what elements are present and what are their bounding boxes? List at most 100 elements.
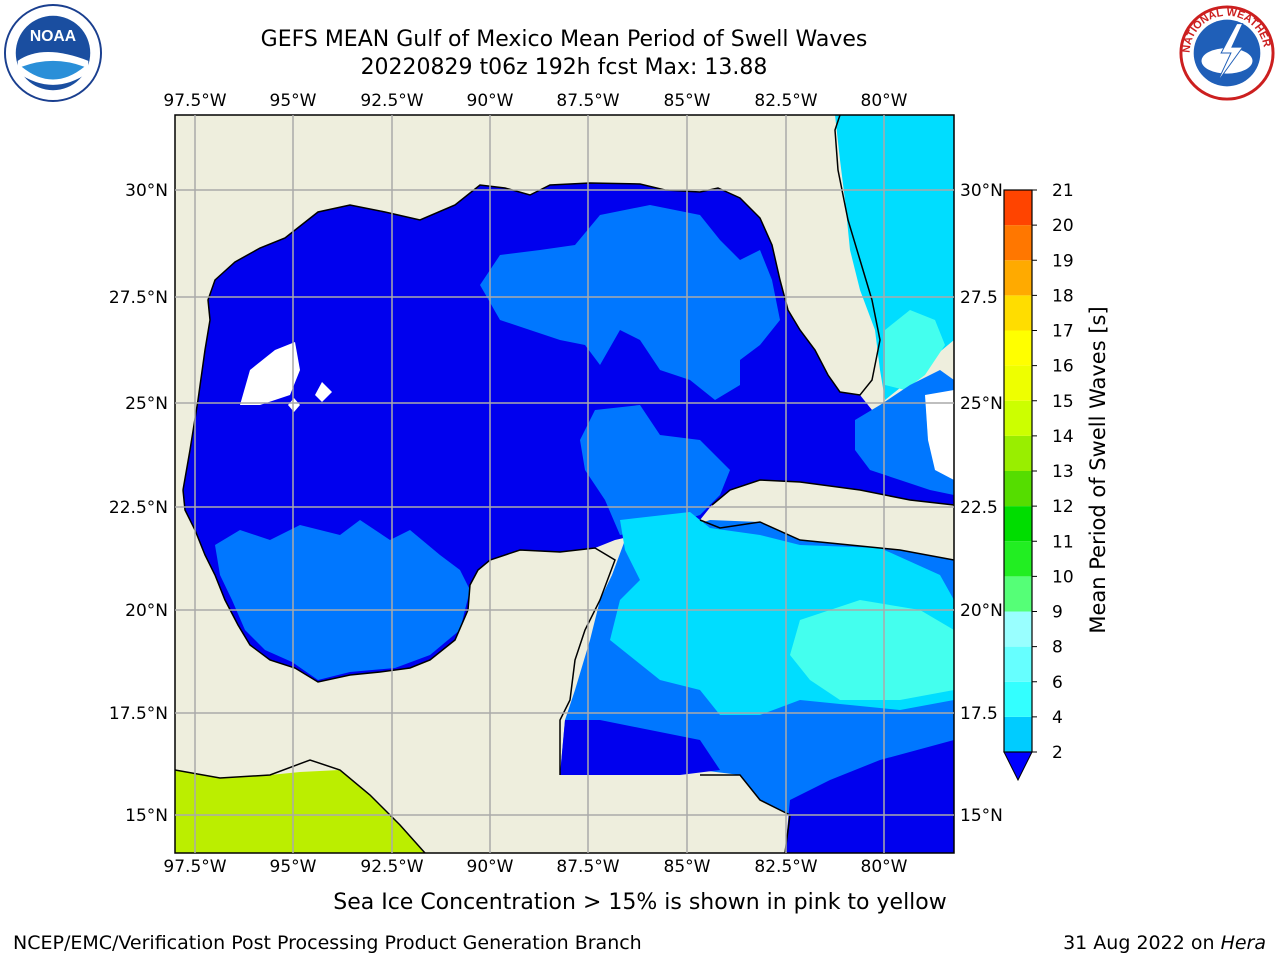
lat-label-left: 17.5°N xyxy=(109,704,168,724)
lat-label-left: 22.5°N xyxy=(109,498,168,518)
lon-label-bottom: 95°W xyxy=(270,857,317,877)
colorbar-segment xyxy=(1004,295,1032,331)
coastline xyxy=(175,759,791,853)
chart-subtitle: 20220829 t06z 192h fcst Max: 13.88 xyxy=(360,55,768,80)
gulf-medium-blue-region xyxy=(480,205,780,400)
no-data-region xyxy=(925,390,954,480)
no-data-region xyxy=(240,342,300,405)
colorbar: 2 4 6 8 9 10 11 12 13 14 15 16 17 18 19 20 21 xyxy=(1003,181,1074,782)
lat-label-left: 30°N xyxy=(125,181,168,201)
colorbar-tick-label: 2 xyxy=(1052,743,1063,763)
lat-label-right: 27.5 xyxy=(960,288,998,308)
colorbar-label: Mean Period of Swell Waves [s] xyxy=(1086,306,1110,633)
colorbar-segment xyxy=(1004,260,1032,296)
footer-host: Hera xyxy=(1220,932,1266,954)
caribbean-deep-blue-region xyxy=(560,720,720,775)
colorbar-tick-label: 11 xyxy=(1052,532,1074,552)
lon-label-top: 97.5°W xyxy=(163,91,226,111)
lat-label-left: 15°N xyxy=(125,806,168,826)
colorbar-tick-label: 16 xyxy=(1052,357,1074,377)
lon-label-bottom: 87.5°W xyxy=(556,857,619,877)
coastline xyxy=(182,489,616,775)
colorbar-extend-arrow xyxy=(1003,751,1033,782)
sea-ice-note: Sea Ice Concentration > 15% is shown in … xyxy=(333,890,947,915)
colorbar-segment xyxy=(1004,330,1032,366)
lat-label-left: 25°N xyxy=(125,394,168,414)
no-data-region xyxy=(288,398,300,412)
colorbar-segment xyxy=(1004,365,1032,401)
colorbar-tick-label: 9 xyxy=(1052,603,1063,623)
lon-label-top: 90°W xyxy=(467,91,514,111)
colorbar-tick-label: 10 xyxy=(1052,567,1074,587)
colorbar-segment xyxy=(1004,681,1032,717)
noaa-logo: NOAA xyxy=(4,4,102,102)
lon-label-top: 87.5°W xyxy=(556,91,619,111)
colorbar-tick-label: 4 xyxy=(1052,708,1063,728)
colorbar-segment xyxy=(1004,646,1032,682)
latitude-labels-right: 30°N 27.5 25°N 22.5 20°N 17.5 15°N xyxy=(960,181,1003,826)
lat-label-right: 17.5 xyxy=(960,704,998,724)
colorbar-tick-label: 15 xyxy=(1052,392,1074,412)
lon-label-bottom: 80°W xyxy=(861,857,908,877)
map-plot-area xyxy=(175,115,954,853)
lat-label-right: 30°N xyxy=(960,181,1003,201)
colorbar-segment xyxy=(1004,190,1032,226)
lon-label-bottom: 97.5°W xyxy=(163,857,226,877)
colorbar-segment xyxy=(1004,576,1032,612)
gulf-medium-blue-region xyxy=(580,405,730,535)
lon-label-bottom: 90°W xyxy=(467,857,514,877)
chart-title: GEFS MEAN Gulf of Mexico Mean Period of … xyxy=(260,27,868,52)
no-data-region xyxy=(315,382,332,402)
colorbar-tick-label: 20 xyxy=(1052,216,1074,236)
footer-date-text: 31 Aug 2022 on xyxy=(1063,932,1221,954)
colorbar-tick-label: 21 xyxy=(1052,181,1074,201)
footer-date: 31 Aug 2022 on Hera xyxy=(1063,932,1266,954)
lat-label-right: 20°N xyxy=(960,601,1003,621)
graticule xyxy=(175,115,954,853)
lat-label-right: 22.5 xyxy=(960,498,998,518)
lon-label-bottom: 82.5°W xyxy=(754,857,817,877)
colorbar-tick-label: 17 xyxy=(1052,322,1074,342)
colorbar-tick-label: 8 xyxy=(1052,638,1063,658)
longitude-labels-bottom: 97.5°W 95°W 92.5°W 90°W 87.5°W 85°W 82.5°W 80°W xyxy=(163,857,907,877)
lat-label-left: 27.5°N xyxy=(109,288,168,308)
colorbar-segment xyxy=(1004,471,1032,507)
colorbar-tick-label: 14 xyxy=(1052,427,1074,447)
gulf-medium-blue-region xyxy=(215,520,470,680)
colorbar-tick-label: 6 xyxy=(1052,673,1063,693)
footer-credit: NCEP/EMC/Verification Post Processing Pr… xyxy=(13,932,642,954)
colorbar-segment xyxy=(1004,506,1032,542)
coastline xyxy=(699,479,954,561)
caribbean-deep-blue-region xyxy=(785,740,954,853)
colorbar-segment xyxy=(1004,225,1032,261)
colorbar-segment xyxy=(1004,435,1032,471)
lon-label-bottom: 92.5°W xyxy=(360,857,423,877)
lon-label-top: 95°W xyxy=(270,91,317,111)
lon-label-top: 92.5°W xyxy=(360,91,423,111)
lon-label-bottom: 85°W xyxy=(664,857,711,877)
colorbar-segment xyxy=(1004,541,1032,577)
lon-label-top: 80°W xyxy=(861,91,908,111)
pacific-yellow-green-region xyxy=(175,770,425,853)
lat-label-left: 20°N xyxy=(125,601,168,621)
lat-label-right: 25°N xyxy=(960,394,1003,414)
nws-logo: NATIONAL WEATHER SERVICE xyxy=(1178,4,1275,101)
latitude-labels-left: 30°N 27.5°N 25°N 22.5°N 20°N 17.5°N 15°N xyxy=(109,181,168,826)
colorbar-segment xyxy=(1004,400,1032,436)
lon-label-top: 82.5°W xyxy=(754,91,817,111)
colorbar-segment xyxy=(1004,716,1032,752)
colorbar-tick-label: 19 xyxy=(1052,251,1074,271)
colorbar-tick-label: 12 xyxy=(1052,497,1074,517)
longitude-labels-top: 97.5°W 95°W 92.5°W 90°W 87.5°W 85°W 82.5°W 80°W xyxy=(163,91,907,111)
lon-label-top: 85°W xyxy=(664,91,711,111)
coastline xyxy=(182,115,881,491)
atlantic-light-cyan-region xyxy=(885,310,945,390)
noaa-logo-text: NOAA xyxy=(30,28,76,45)
colorbar-tick-label: 13 xyxy=(1052,462,1074,482)
colorbar-tick-label: 18 xyxy=(1052,286,1074,306)
lat-label-right: 15°N xyxy=(960,806,1003,826)
caribbean-light-cyan-region xyxy=(790,600,954,700)
map-frame xyxy=(174,114,955,854)
colorbar-segment xyxy=(1004,611,1032,647)
